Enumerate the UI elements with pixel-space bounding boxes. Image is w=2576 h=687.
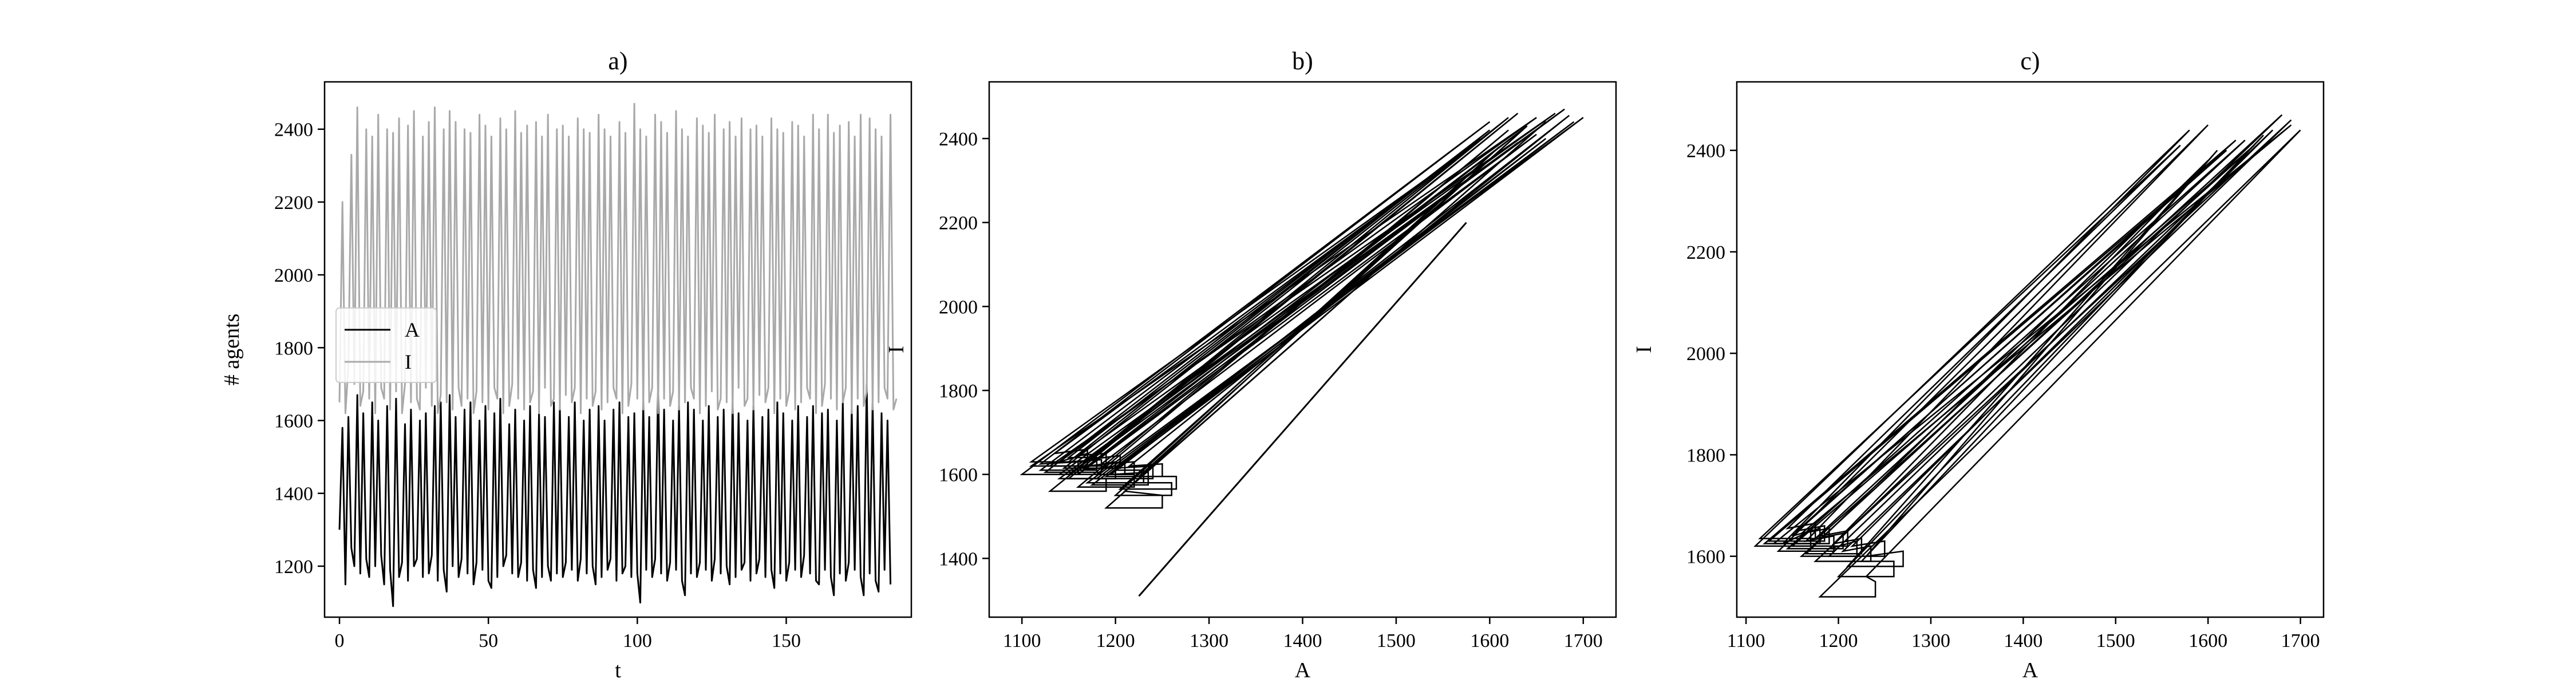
legend-box bbox=[335, 307, 437, 383]
series-line-A bbox=[338, 383, 892, 607]
x-tick-label: 150 bbox=[772, 630, 801, 652]
x-tick-label: 1300 bbox=[1190, 630, 1228, 652]
chart-panel-a: 0 50 100 150 1200 1400 1600 1800 2000 2200 2400 a) t… bbox=[220, 47, 912, 682]
x-tick-label: 1100 bbox=[1003, 630, 1041, 652]
trajectory-loop bbox=[1804, 160, 2209, 555]
trajectory-loop bbox=[1827, 129, 2274, 557]
x-tick-label: 100 bbox=[623, 630, 652, 652]
trajectory-loop bbox=[1062, 117, 1509, 469]
legend-label-A: A bbox=[405, 318, 420, 341]
trajectory-loop bbox=[1814, 119, 2292, 562]
trajectory-loop bbox=[1076, 133, 1537, 475]
trajectory-loop bbox=[1836, 135, 2265, 578]
plot-area-c bbox=[1753, 114, 2301, 598]
x-tick-label: 1500 bbox=[2096, 630, 2135, 652]
x-tick-label: 1200 bbox=[1096, 630, 1135, 652]
y-tick-label: 2200 bbox=[939, 213, 978, 234]
trajectory-loop bbox=[1043, 129, 1491, 473]
y-tick-label: 1200 bbox=[274, 556, 313, 578]
y-tick-label: 1800 bbox=[1686, 445, 1725, 466]
chart-title-c: c) bbox=[2020, 47, 2040, 75]
trajectory-loop bbox=[1104, 121, 1547, 509]
x-tick-label: 1600 bbox=[1470, 630, 1509, 652]
y-tick-label: 2000 bbox=[274, 265, 313, 286]
plot-area-b bbox=[1020, 108, 1584, 597]
y-tick-label: 1400 bbox=[939, 548, 978, 570]
chart-title-a: a) bbox=[608, 47, 627, 75]
chart-panel-b: 1100 1200 1300 1400 1500 1600 1700 1400 1600 1800… bbox=[884, 47, 1617, 682]
trajectory-loop bbox=[1029, 146, 1472, 463]
y-tick-label: 2000 bbox=[939, 297, 978, 318]
trajectory-loop bbox=[1090, 138, 1547, 486]
y-tick-label: 2200 bbox=[274, 192, 313, 214]
x-tick-label: 1400 bbox=[1283, 630, 1322, 652]
x-tick-label: 1400 bbox=[2004, 630, 2042, 652]
y-tick-label: 2200 bbox=[1686, 242, 1725, 263]
x-tick-label: 0 bbox=[335, 630, 345, 652]
trajectory-loop bbox=[1772, 124, 2292, 544]
trajectory-loop bbox=[1118, 125, 1528, 490]
y-tick-label: 1800 bbox=[939, 381, 978, 402]
trajectory-loop bbox=[1790, 144, 2255, 547]
y-tick-label: 1800 bbox=[274, 338, 313, 359]
x-tick-label: 1600 bbox=[2188, 630, 2227, 652]
x-tick-label: 1500 bbox=[1377, 630, 1416, 652]
trajectory-loop bbox=[1818, 129, 2301, 598]
x-tick-label: 1100 bbox=[1727, 630, 1765, 652]
y-tick-label: 2400 bbox=[1686, 141, 1725, 162]
axes-frame-c bbox=[1736, 81, 2325, 618]
legend: AI bbox=[335, 307, 437, 383]
y-axis-label: I bbox=[1632, 346, 1656, 353]
x-tick-label: 50 bbox=[479, 630, 498, 652]
y-axis-label: I bbox=[884, 346, 908, 353]
x-tick-label: 1300 bbox=[1911, 630, 1950, 652]
y-tick-label: 2400 bbox=[274, 120, 313, 141]
x-axis-label: t bbox=[615, 658, 621, 682]
x-tick-label: 1700 bbox=[2281, 630, 2320, 652]
y-tick-label: 1600 bbox=[1686, 547, 1725, 568]
y-tick-label: 2000 bbox=[1686, 344, 1725, 365]
y-axis-label: # agents bbox=[220, 314, 244, 386]
y-tick-label: 2400 bbox=[939, 129, 978, 150]
y-tick-label: 1600 bbox=[939, 465, 978, 486]
x-axis-label: A bbox=[1295, 658, 1311, 682]
axes-frame-a bbox=[323, 81, 912, 618]
x-tick-label: 1700 bbox=[1564, 630, 1603, 652]
x-axis-label: A bbox=[2022, 658, 2038, 682]
trajectory-loop bbox=[1057, 142, 1519, 480]
chart-title-b: b) bbox=[1292, 47, 1313, 75]
trajectory-loop bbox=[1846, 149, 2218, 567]
y-tick-label: 1400 bbox=[274, 484, 313, 505]
legend-label-I: I bbox=[405, 350, 412, 373]
trajectory-initial-segment bbox=[1138, 222, 1467, 597]
y-tick-label: 1600 bbox=[274, 411, 313, 432]
x-tick-label: 1200 bbox=[1819, 630, 1858, 652]
chart-panel-c: 1100 1200 1300 1400 1500 1600 1700 1600 1800 2000… bbox=[1632, 47, 2325, 682]
trajectory-loop bbox=[1104, 114, 1570, 477]
